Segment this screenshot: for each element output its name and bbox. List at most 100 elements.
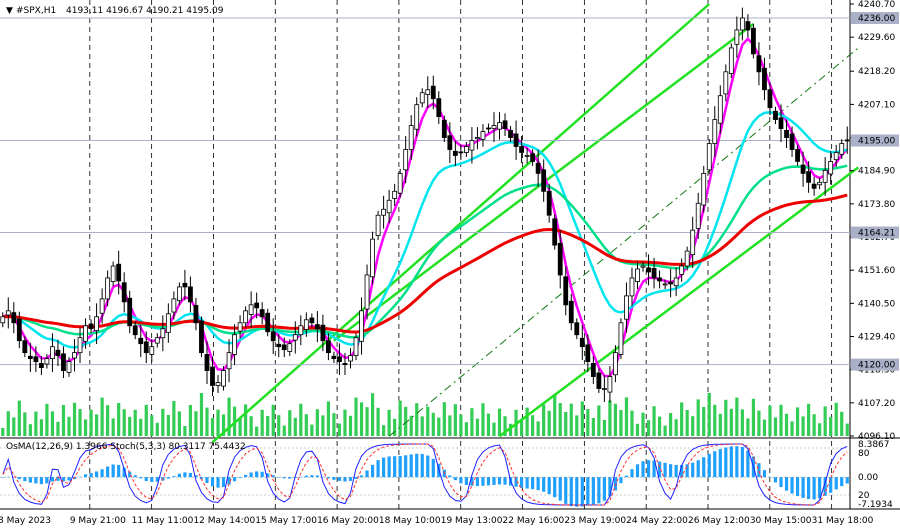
osma-bar [657,461,662,478]
osma-bar [840,477,844,487]
stoch-signal-line [2,443,848,506]
price-tick-label: 4129.40 [858,333,895,343]
osma-bar [834,477,838,490]
osma-bar [448,475,452,478]
volume-bar [128,416,132,436]
volume-bar [133,409,137,436]
osma-bar [768,476,772,478]
osma-bar [680,465,684,478]
volume-bar [481,403,485,436]
candle [486,123,491,134]
volume-bar [166,415,170,436]
osma-bar [34,477,38,484]
volume-bar [508,423,513,436]
osma-bar [519,477,524,488]
time-label: 9 May 21:00 [70,516,126,526]
volume-bar [326,401,331,436]
volume-bar [657,416,662,436]
channel-line [388,47,859,437]
osma-bar [608,477,612,497]
candle [762,57,767,101]
volume-bar [188,405,193,436]
candle [287,339,293,356]
time-label: 15 May 17:00 [255,516,317,526]
price-tick-label: 4240.70 [858,0,895,10]
volume-bar [641,412,645,436]
candle [359,297,364,355]
candle [182,269,188,301]
candle [502,113,508,137]
volume-bar [34,411,38,436]
candle [375,210,381,241]
candle [773,106,778,125]
candle [469,127,475,164]
candle [50,333,55,373]
volume-bar [216,409,220,436]
candle [800,151,806,187]
volume-bar [542,404,546,436]
osc-tick-label: 0.00 [858,473,878,483]
candle [281,337,287,358]
volume-bar [6,411,10,436]
osma-bar [481,477,485,486]
volume-bar [740,409,744,436]
candle [784,119,789,148]
candle [530,149,536,166]
osma-bar [28,477,32,483]
volume-bar [249,416,253,436]
volume-bar [547,410,551,436]
osma-bar [514,477,518,487]
osma-bar [569,477,573,507]
channel-line [211,3,711,444]
candle [695,192,701,239]
osma-bar [453,477,457,481]
candle [817,177,823,190]
candle [94,303,99,344]
volume-bar [12,417,16,436]
osma-bar [106,466,110,478]
volume-bar [282,425,286,436]
osma-bar [166,477,170,479]
volume-bar [751,398,756,436]
osma-bar [801,477,805,498]
volume-bar [321,415,325,436]
candle [552,214,558,250]
osma-bar [50,477,55,482]
osma-bar [194,475,198,478]
volume-bar [442,402,446,436]
candle [188,276,193,313]
volume-bar [365,407,369,436]
osma-bar [205,477,209,483]
osma-bar [310,475,314,478]
price-tick-label: 4229.60 [858,33,895,43]
osma-bar [812,477,816,500]
volume-bar [702,407,706,436]
candle [193,297,199,331]
volume-bar [669,413,673,436]
volume-bar [818,423,822,436]
osma-bar [376,460,380,478]
volume-bar [845,423,849,436]
osma-bar [757,463,761,478]
osma-bar [575,477,579,507]
candle [259,302,265,325]
candle [121,272,127,313]
volume-bar [221,414,226,436]
candle [44,354,50,369]
candle [425,76,431,108]
collapse-arrow-icon[interactable]: ▼ [6,6,13,16]
candle [160,315,166,352]
candle [16,311,22,349]
volume-bars [1,393,849,436]
osma-bar [199,477,204,480]
volume-bar [106,405,110,436]
osma-bar [155,477,159,482]
osma-bar [61,477,66,482]
volume-bar [194,411,198,436]
candle [176,282,182,306]
candle [475,127,480,150]
candle [673,267,679,297]
osma-bar [183,472,187,478]
